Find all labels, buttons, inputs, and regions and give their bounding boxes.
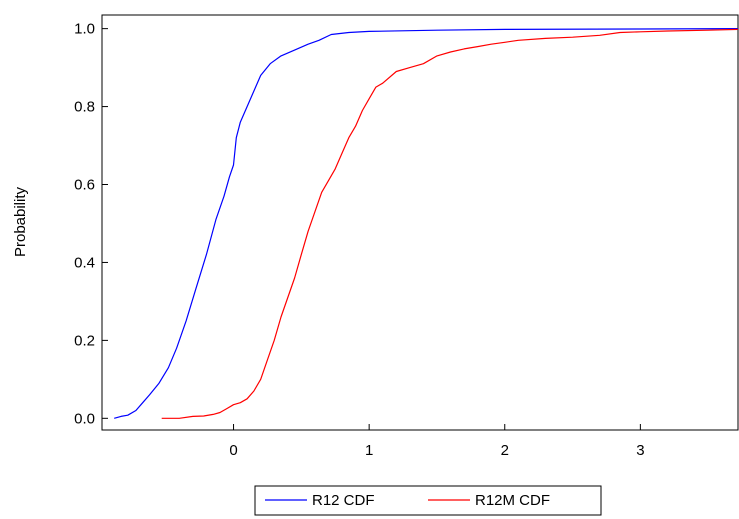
y-axis: 0.0 0.2 0.4 0.6 0.8 1.0	[74, 21, 108, 427]
y-tick-label: 0.4	[74, 254, 95, 271]
x-axis: 0 1 2 3	[229, 424, 645, 459]
x-tick-label: 0	[229, 442, 237, 459]
plot-frame	[101, 14, 739, 431]
y-tick-label: 0.0	[74, 410, 95, 427]
y-tick-label: 0.2	[74, 332, 95, 349]
y-tick-label: 0.6	[74, 177, 95, 194]
x-tick-label: 1	[365, 442, 373, 459]
y-tick-label: 0.8	[74, 99, 95, 116]
series-layer	[114, 28, 739, 419]
legend: R12 CDF R12M CDF	[254, 485, 602, 516]
x-tick-label: 2	[501, 442, 509, 459]
series-line-r12m-cdf	[161, 28, 739, 419]
y-tick-label: 1.0	[74, 21, 95, 38]
series-line-r12-cdf	[114, 28, 739, 419]
x-tick-label: 3	[636, 442, 644, 459]
legend-label-r12m: R12M CDF	[475, 492, 550, 509]
legend-label-r12: R12 CDF	[312, 492, 375, 509]
y-axis-title: Probability	[12, 186, 29, 257]
